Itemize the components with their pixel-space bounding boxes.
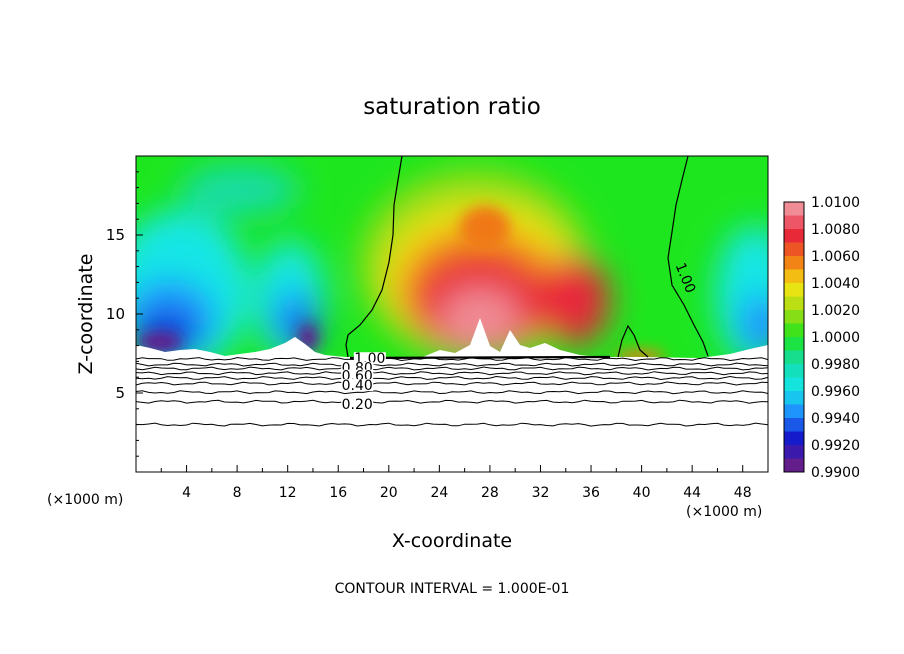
colorbar-label: 1.0020	[811, 303, 860, 319]
colorbar-label: 0.9980	[811, 357, 860, 373]
colorbar-swatch	[784, 296, 804, 311]
x-tick-label: 16	[329, 485, 347, 501]
colorbar-swatch	[784, 242, 804, 257]
x-tick-label: 28	[481, 485, 499, 501]
colorbar-swatch	[784, 202, 804, 216]
colorbar-swatch	[784, 229, 804, 243]
chart-title: saturation ratio	[363, 94, 541, 120]
contour-label-bg	[341, 369, 374, 382]
colorbar-label: 1.0080	[811, 222, 860, 238]
y-tick-label: 15	[106, 226, 125, 244]
x-tick-label: 40	[633, 485, 651, 501]
x-tick-label: 48	[734, 485, 752, 501]
colorbar-label: 0.9940	[811, 411, 860, 427]
contour-line	[135, 399, 769, 404]
colorbar-label: 1.0060	[811, 249, 860, 265]
colorbar-label: 1.0000	[811, 330, 860, 346]
y-axis: 5 10 15	[106, 171, 143, 457]
colorbar-swatch	[784, 391, 804, 405]
plot-area: 1.001.000.800.600.400.20	[135, 155, 769, 473]
colorbar-label: 0.9920	[811, 438, 860, 454]
colorbar-label: 1.0100	[811, 195, 860, 211]
x-tick-label: 8	[233, 485, 242, 501]
colorbar-swatch	[784, 431, 804, 446]
colorbar-swatch	[784, 364, 804, 378]
colorbar-swatch	[784, 323, 804, 338]
x-tick-label: 44	[683, 485, 701, 501]
contour-label: 0.40	[342, 378, 373, 394]
contour-label-bg	[353, 352, 386, 365]
colorbar-swatch	[784, 215, 804, 230]
contour-label: 0.20	[342, 397, 373, 413]
colorbar-swatch	[784, 445, 804, 459]
colorbar-swatch	[784, 283, 804, 297]
colorbar-swatch	[784, 377, 804, 392]
colorbar-label: 1.0040	[811, 276, 860, 292]
x-tick-label: 12	[279, 485, 297, 501]
colorbar-swatch	[784, 337, 804, 351]
contour-line	[135, 362, 769, 367]
contour-line	[135, 390, 769, 395]
contour-lines	[135, 155, 769, 427]
contour-line	[135, 356, 769, 362]
contour-line-1.00-right	[667, 155, 709, 357]
colorbar-swatch	[784, 418, 804, 432]
unsaturated-region	[136, 318, 768, 472]
colorbar-label: 0.9900	[811, 465, 860, 481]
x-unit-right: (×1000 m)	[686, 504, 762, 520]
colorbar-swatch	[784, 269, 804, 284]
contour-labels: 1.001.000.800.600.400.20	[341, 261, 698, 413]
x-axis: 4 8 12 16 20 24 28 32 36 40 44 48	[136, 465, 768, 501]
contour-line-1.00-left	[345, 155, 403, 358]
contour-line-1.00-small	[617, 324, 649, 358]
y-tick-label: 5	[115, 384, 125, 402]
x-tick-label: 20	[380, 485, 398, 501]
x-axis-label: X-coordinate	[392, 530, 512, 552]
colorbar: 1.0100 1.0080 1.0060 1.0040 1.0020 1.0000 0.99…	[783, 195, 860, 481]
contour-label-bg	[341, 379, 374, 392]
contour-line-1.00-base	[349, 355, 611, 360]
colorbar-label: 0.9960	[811, 384, 860, 400]
colorbar-swatch	[784, 458, 804, 473]
x-unit-left: (×1000 m)	[47, 492, 123, 508]
contour-line	[135, 375, 769, 381]
y-tick-label: 10	[106, 305, 125, 323]
colorbar-swatch	[784, 256, 804, 270]
x-tick-label: 36	[582, 485, 600, 501]
contour-label-bg	[341, 398, 374, 411]
colorbar-frame	[783, 201, 805, 473]
colorbar-swatch	[784, 310, 804, 324]
x-tick-label: 4	[182, 485, 191, 501]
x-tick-label: 32	[532, 485, 550, 501]
x-tick-label: 24	[430, 485, 448, 501]
contour-interval-note: CONTOUR INTERVAL = 1.000E-01	[335, 581, 570, 597]
colorbar-swatch	[784, 350, 804, 365]
contour-line	[135, 366, 769, 371]
contour-line	[135, 371, 769, 376]
contour-line	[135, 422, 769, 427]
y-axis-label: Z-coordinate	[75, 254, 97, 375]
colorbar-swatch	[784, 404, 804, 419]
contour-line	[135, 381, 769, 386]
saturation-field-detail	[138, 206, 665, 362]
